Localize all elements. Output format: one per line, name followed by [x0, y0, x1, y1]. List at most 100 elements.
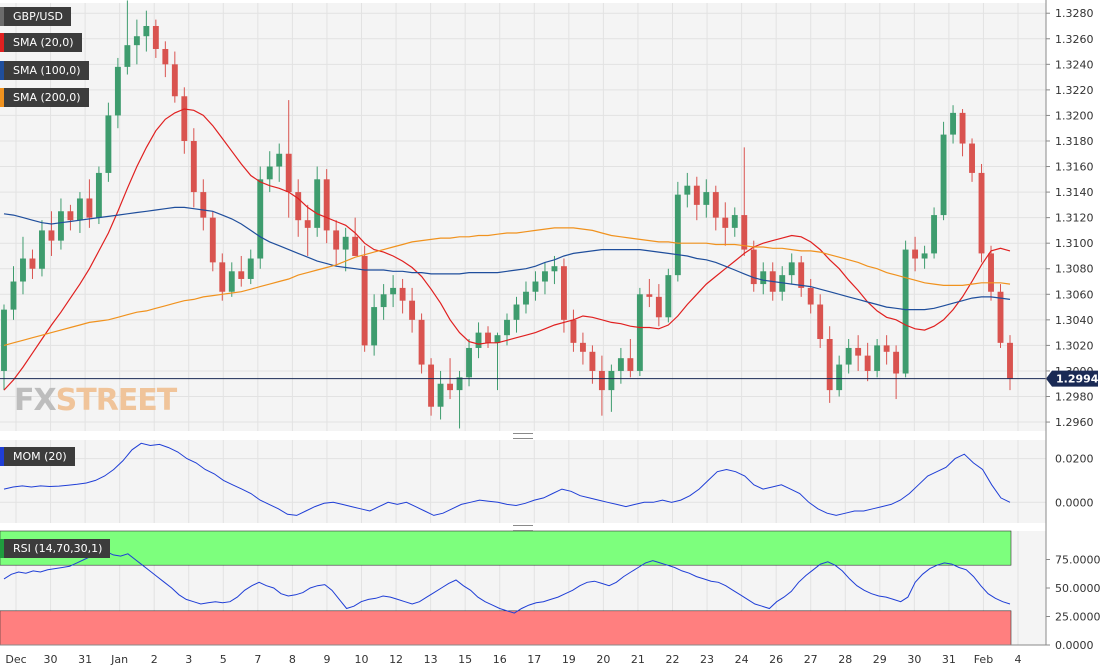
candle-body — [646, 294, 653, 297]
x-tick-label: 5 — [220, 653, 227, 666]
y-tick-label: 1.3260 — [1055, 33, 1094, 46]
x-tick-label: 2 — [151, 653, 158, 666]
candle-body — [741, 215, 748, 250]
pane-resize-handle-mom[interactable] — [513, 433, 533, 439]
x-tick-label: Jan — [110, 653, 128, 666]
candle-body — [598, 370, 605, 391]
legend-sma20-label: SMA (20,0) — [13, 36, 74, 49]
candle-body — [959, 112, 966, 144]
sma-200-line — [3, 227, 1011, 346]
rsi-line — [3, 550, 1011, 614]
legend-symbol: GBP/USD — [0, 7, 71, 26]
candle-body — [456, 377, 463, 391]
last-price-tag — [1046, 370, 1098, 387]
y-tick-label: 1.3180 — [1055, 135, 1094, 148]
x-tick-label: 12 — [389, 653, 403, 666]
candle-body — [988, 253, 994, 292]
candle-body — [361, 255, 368, 346]
candle-body — [570, 319, 577, 343]
candle-body — [181, 96, 188, 141]
candle-body — [466, 347, 472, 378]
candle-body — [323, 179, 330, 231]
candle-body — [390, 287, 397, 295]
sma-100-line — [3, 206, 1011, 311]
candle-body — [333, 230, 340, 250]
y-tick-label: 1.3160 — [1055, 161, 1094, 174]
candle-body — [788, 262, 795, 276]
candle-body — [864, 355, 871, 371]
legend-mom-label: MOM (20) — [13, 450, 67, 463]
candle-body — [817, 304, 824, 340]
x-tick-label: 19 — [562, 653, 576, 666]
candle-body — [712, 192, 719, 218]
candle-body — [1007, 342, 1013, 379]
momentum-line — [3, 442, 1011, 516]
candle-body — [437, 383, 444, 407]
x-tick-label: 31 — [78, 653, 92, 666]
sma-20-line — [3, 108, 1011, 391]
legend-sma200-swatch — [0, 88, 4, 107]
candle-body — [902, 249, 909, 374]
candle-body — [589, 351, 596, 371]
y-tick-label: 1.2980 — [1055, 391, 1094, 404]
candle-body — [665, 275, 672, 318]
candle-body — [731, 215, 738, 228]
candle-body — [380, 294, 387, 308]
candle-body — [162, 48, 169, 65]
candle-body — [703, 192, 710, 205]
y-tick-label: 1.3220 — [1055, 84, 1094, 97]
mom-y-tick-label: 0.0000 — [1055, 496, 1094, 509]
candle-body — [798, 262, 805, 288]
candle-body — [693, 185, 700, 205]
candle-body — [969, 143, 975, 173]
candle-body — [523, 291, 529, 305]
candle-body — [143, 25, 150, 37]
candle-body — [855, 347, 862, 356]
candle-body — [561, 266, 567, 320]
candle-body — [475, 332, 482, 348]
y-tick-label: 1.3140 — [1055, 186, 1094, 199]
y-tick-label: 1.3040 — [1055, 314, 1094, 327]
candle-body — [228, 271, 235, 292]
candle-body — [532, 281, 539, 292]
candle-body — [674, 194, 681, 276]
candle-body — [247, 258, 254, 279]
candle-body — [304, 220, 311, 228]
candle-body — [504, 319, 510, 336]
legend-rsi-label: RSI (14,70,30,1) — [13, 542, 103, 555]
y-tick-label: 1.3200 — [1055, 109, 1094, 122]
candle-body — [314, 179, 321, 228]
y-tick-label: 1.2960 — [1055, 416, 1094, 429]
candle-body — [874, 345, 881, 371]
candle-body — [20, 258, 26, 282]
rsi-y-tick-label: 75.0000 — [1055, 554, 1101, 567]
legend-sma20: SMA (20,0) — [0, 33, 82, 52]
x-tick-label: 29 — [873, 653, 887, 666]
pane-resize-handle-rsi[interactable] — [513, 525, 533, 531]
candle-body — [342, 236, 349, 250]
candle-body — [551, 266, 558, 272]
candle-body — [276, 153, 283, 167]
x-tick-label: Feb — [974, 653, 993, 666]
legend-rsi: RSI (14,70,30,1) — [0, 539, 111, 558]
candle-body — [114, 66, 121, 116]
candle-body — [257, 179, 264, 259]
candle-body — [760, 271, 767, 285]
candle-body — [912, 249, 919, 259]
candle-body — [636, 294, 643, 371]
candle-body — [845, 347, 852, 365]
candle-body — [399, 287, 406, 301]
x-tick-label: 28 — [838, 653, 852, 666]
x-tick-label: 20 — [596, 653, 610, 666]
x-tick-label: 4 — [1015, 653, 1022, 666]
legend-sma20-swatch — [0, 33, 4, 52]
candle-body — [219, 262, 226, 292]
x-tick-label: 9 — [323, 653, 330, 666]
candle-body — [352, 236, 359, 256]
legend-symbol-label: GBP/USD — [13, 10, 63, 23]
rsi-y-tick-label: 0.0000 — [1055, 639, 1094, 652]
candle-body — [722, 217, 729, 228]
candle-body — [779, 275, 786, 292]
candle-body — [826, 339, 833, 391]
